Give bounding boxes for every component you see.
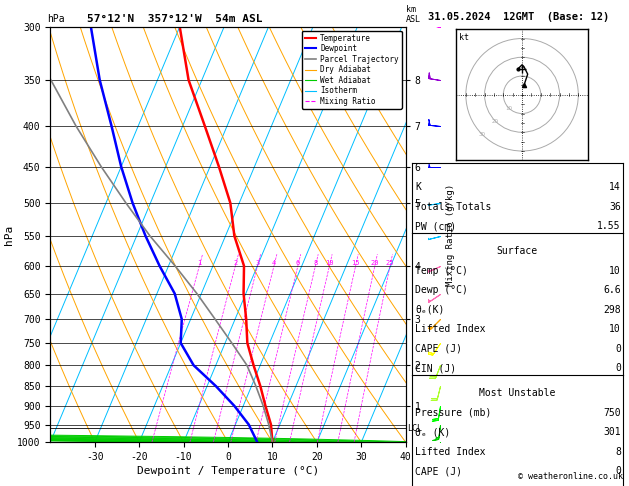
Text: CIN (J): CIN (J) <box>415 363 456 373</box>
Text: 10: 10 <box>505 105 512 110</box>
Text: LCL: LCL <box>407 424 422 433</box>
Text: 0: 0 <box>615 344 621 354</box>
Text: 2: 2 <box>233 260 238 266</box>
Text: 30: 30 <box>479 132 486 137</box>
Text: 31.05.2024  12GMT  (Base: 12): 31.05.2024 12GMT (Base: 12) <box>428 12 610 22</box>
Text: K: K <box>415 182 421 192</box>
Text: Lifted Index: Lifted Index <box>415 324 486 334</box>
Text: θₑ (K): θₑ (K) <box>415 427 450 437</box>
Text: CAPE (J): CAPE (J) <box>415 344 462 354</box>
Text: 20: 20 <box>370 260 379 266</box>
Text: 750: 750 <box>603 408 621 418</box>
Text: Dewp (°C): Dewp (°C) <box>415 285 468 295</box>
Text: 8: 8 <box>615 447 621 457</box>
Text: 25: 25 <box>386 260 394 266</box>
Text: 301: 301 <box>603 427 621 437</box>
Text: 0: 0 <box>615 363 621 373</box>
Text: © weatheronline.co.uk: © weatheronline.co.uk <box>518 472 623 481</box>
Text: 10: 10 <box>609 324 621 334</box>
Text: 15: 15 <box>352 260 360 266</box>
Text: Totals Totals: Totals Totals <box>415 202 491 212</box>
Text: 1.55: 1.55 <box>598 221 621 231</box>
Text: Most Unstable: Most Unstable <box>479 388 555 399</box>
Text: 8: 8 <box>313 260 318 266</box>
Text: Surface: Surface <box>497 246 538 257</box>
Text: 0: 0 <box>615 466 621 476</box>
Text: 6.6: 6.6 <box>603 285 621 295</box>
Text: 20: 20 <box>492 119 499 124</box>
Text: 3: 3 <box>255 260 260 266</box>
Text: hPa: hPa <box>47 14 65 24</box>
Text: Pressure (mb): Pressure (mb) <box>415 408 491 418</box>
X-axis label: Dewpoint / Temperature (°C): Dewpoint / Temperature (°C) <box>137 466 319 476</box>
Y-axis label: Mixing Ratio (g/kg): Mixing Ratio (g/kg) <box>445 183 455 286</box>
Text: Temp (°C): Temp (°C) <box>415 266 468 276</box>
Text: 4: 4 <box>272 260 276 266</box>
Text: km
ASL: km ASL <box>406 5 421 24</box>
Text: PW (cm): PW (cm) <box>415 221 456 231</box>
Legend: Temperature, Dewpoint, Parcel Trajectory, Dry Adiabat, Wet Adiabat, Isotherm, Mi: Temperature, Dewpoint, Parcel Trajectory… <box>302 31 402 109</box>
Text: 36: 36 <box>609 202 621 212</box>
Text: 1: 1 <box>198 260 201 266</box>
Text: kt: kt <box>459 33 469 42</box>
Text: 6: 6 <box>296 260 300 266</box>
Text: CAPE (J): CAPE (J) <box>415 466 462 476</box>
Text: θₑ(K): θₑ(K) <box>415 305 445 315</box>
Text: Lifted Index: Lifted Index <box>415 447 486 457</box>
Text: 10: 10 <box>609 266 621 276</box>
Text: 57°12'N  357°12'W  54m ASL: 57°12'N 357°12'W 54m ASL <box>87 14 262 24</box>
Text: 14: 14 <box>609 182 621 192</box>
Text: 10: 10 <box>325 260 333 266</box>
Y-axis label: hPa: hPa <box>4 225 14 244</box>
Text: 298: 298 <box>603 305 621 315</box>
